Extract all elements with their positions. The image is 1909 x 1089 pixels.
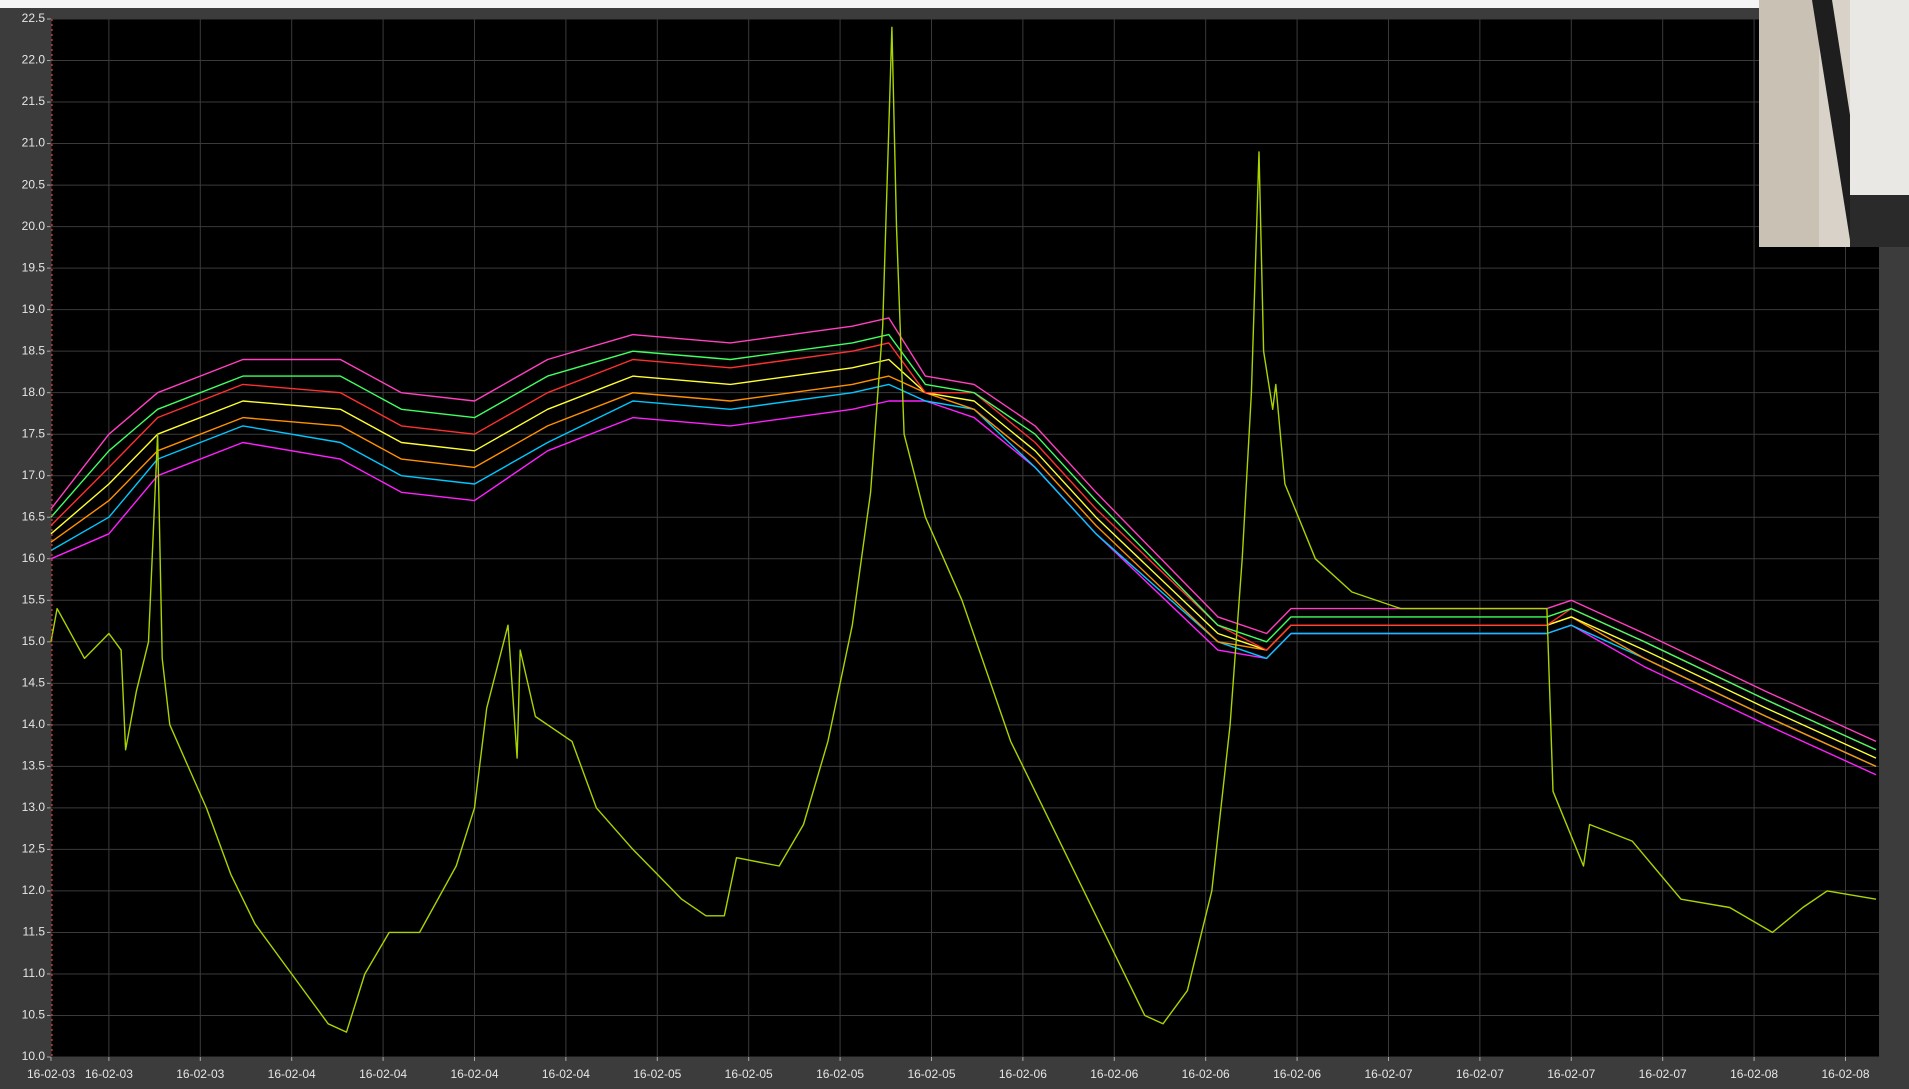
x-tick-label: 16-02-07: [1639, 1067, 1687, 1081]
y-tick-label: 10.5: [22, 1008, 46, 1022]
x-tick-label: 16-02-07: [1547, 1067, 1595, 1081]
chart: 10.0 10.5 11.0 11.5 12.0 12.5 13.0 13.5 14.0 14.5…: [0, 0, 1909, 1089]
x-tick-label: 16-02-06: [1182, 1067, 1230, 1081]
y-tick-label: 17.5: [22, 426, 46, 440]
y-tick-label: 10.0: [22, 1049, 46, 1063]
x-tick-label: 16-02-05: [633, 1067, 681, 1081]
y-tick-label: 20.5: [22, 177, 46, 191]
x-tick-label: 16-02-05: [816, 1067, 864, 1081]
y-tick-label: 16.5: [22, 509, 46, 523]
y-tick-label: 15.0: [22, 634, 46, 648]
top-bar: [0, 0, 1760, 8]
y-tick-label: 12.0: [22, 883, 46, 897]
y-tick-label: 15.5: [22, 592, 46, 606]
y-tick-label: 14.5: [22, 675, 46, 689]
webcam-thumbnail: [1759, 0, 1909, 247]
y-tick-label: 20.0: [22, 219, 46, 233]
x-tick-label: 16-02-03: [176, 1067, 224, 1081]
page: {"chart_data": {"type": "line", "xlim": …: [0, 0, 1909, 1089]
y-tick-label: 19.5: [22, 260, 46, 274]
y-tick-label: 13.0: [22, 800, 46, 814]
y-tick-label: 22.0: [22, 53, 46, 67]
x-tick-label: 16-02-07: [1364, 1067, 1412, 1081]
x-tick-label: 16-02-03: [85, 1067, 133, 1081]
y-tick-label: 21.0: [22, 136, 46, 150]
y-tick-label: 18.5: [22, 343, 46, 357]
x-tick-label: 16-02-06: [999, 1067, 1047, 1081]
y-tick-label: 11.5: [23, 925, 46, 939]
plot-area: [51, 19, 1879, 1057]
x-tick-label: 16-02-03: [27, 1067, 75, 1081]
x-tick-label: 16-02-04: [542, 1067, 590, 1081]
x-tick-label: 16-02-04: [268, 1067, 316, 1081]
y-tick-label: 22.5: [22, 11, 46, 25]
x-tick-label: 16-02-05: [725, 1067, 773, 1081]
x-tick-label: 16-02-04: [450, 1067, 498, 1081]
y-tick-label: 11.0: [23, 966, 46, 980]
x-tick-label: 16-02-06: [1090, 1067, 1138, 1081]
y-tick-label: 17.0: [22, 468, 46, 482]
y-tick-label: 18.0: [22, 385, 46, 399]
x-tick-label: 16-02-08: [1821, 1067, 1869, 1081]
x-tick-label: 16-02-07: [1456, 1067, 1504, 1081]
y-tick-label: 12.5: [22, 842, 46, 856]
y-tick-label: 19.0: [22, 302, 46, 316]
x-tick-label: 16-02-04: [359, 1067, 407, 1081]
y-tick-label: 14.0: [22, 717, 46, 731]
y-tick-label: 13.5: [22, 759, 46, 773]
x-tick-label: 16-02-08: [1730, 1067, 1778, 1081]
x-tick-label: 16-02-06: [1273, 1067, 1321, 1081]
y-tick-label: 21.5: [22, 94, 46, 108]
x-tick-label: 16-02-05: [907, 1067, 955, 1081]
y-tick-label: 16.0: [22, 551, 46, 565]
